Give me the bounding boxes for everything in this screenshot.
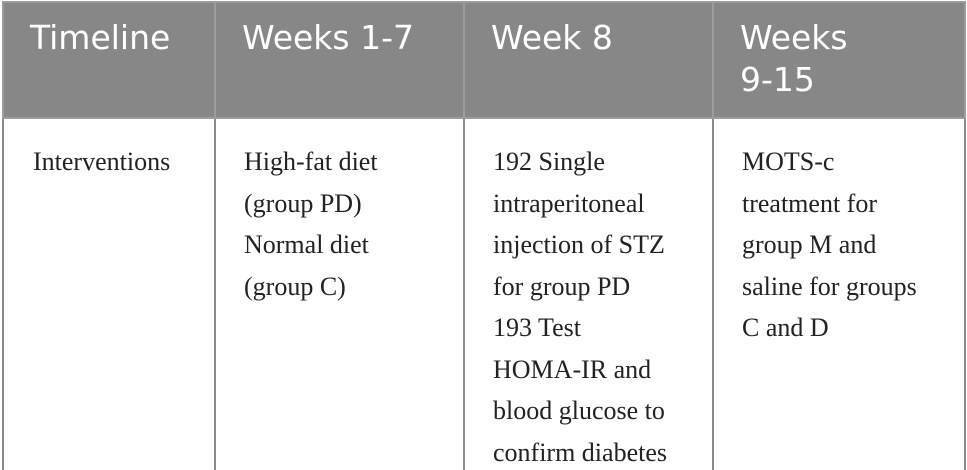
cell-line: for group PD	[493, 271, 631, 301]
cell-line: group M and	[742, 230, 877, 259]
cell-line: blood glucose to	[493, 396, 665, 425]
header-weeks-9-15: Weeks 9-15	[712, 1, 966, 119]
table-header: Timeline Weeks 1-7 Week 8 Weeks 9-15	[2, 1, 966, 119]
cell-line: High-fat diet	[244, 147, 378, 176]
cell-line: intraperitoneal	[493, 188, 645, 218]
cell-line: 192 Single	[493, 147, 605, 176]
cell-line: (group PD)	[244, 188, 362, 218]
table-row: Interventions High-fat diet (group PD) N…	[2, 117, 966, 470]
cell-line: 193 Test	[493, 313, 581, 342]
cell-line: saline for groups	[742, 271, 917, 301]
cell-line: C and D	[742, 313, 829, 342]
header-weeks-1-7-label: Weeks 1-7	[242, 18, 414, 57]
cell-week-8: 192 Single intraperitoneal injection of …	[463, 117, 714, 470]
cell-line: HOMA-IR and	[493, 354, 652, 384]
header-week-8-label: Week 8	[491, 18, 613, 57]
cell-line: Normal diet	[244, 230, 369, 259]
cell-line: MOTS-c	[742, 147, 835, 176]
row-label: Interventions	[33, 147, 171, 176]
header-weeks-9-15-label: Weeks 9-15	[740, 18, 848, 99]
header-weeks-1-7: Weeks 1-7	[214, 1, 465, 119]
cell-line: treatment for	[742, 188, 877, 218]
row-label-cell: Interventions	[2, 117, 216, 470]
table-body: Interventions High-fat diet (group PD) N…	[2, 117, 966, 470]
header-timeline-label: Timeline	[30, 18, 171, 57]
cell-line: confirm diabetes	[493, 437, 667, 467]
cell-weeks-1-7: High-fat diet (group PD) Normal diet (gr…	[214, 117, 465, 470]
cell-weeks-9-15: MOTS-c treatment for group M and saline …	[712, 117, 966, 470]
header-week-8: Week 8	[463, 1, 714, 119]
cell-line: injection of STZ	[493, 230, 665, 259]
header-timeline: Timeline	[2, 1, 216, 119]
cell-line: (group C)	[244, 271, 346, 301]
header-row: Timeline Weeks 1-7 Week 8 Weeks 9-15	[2, 1, 966, 119]
